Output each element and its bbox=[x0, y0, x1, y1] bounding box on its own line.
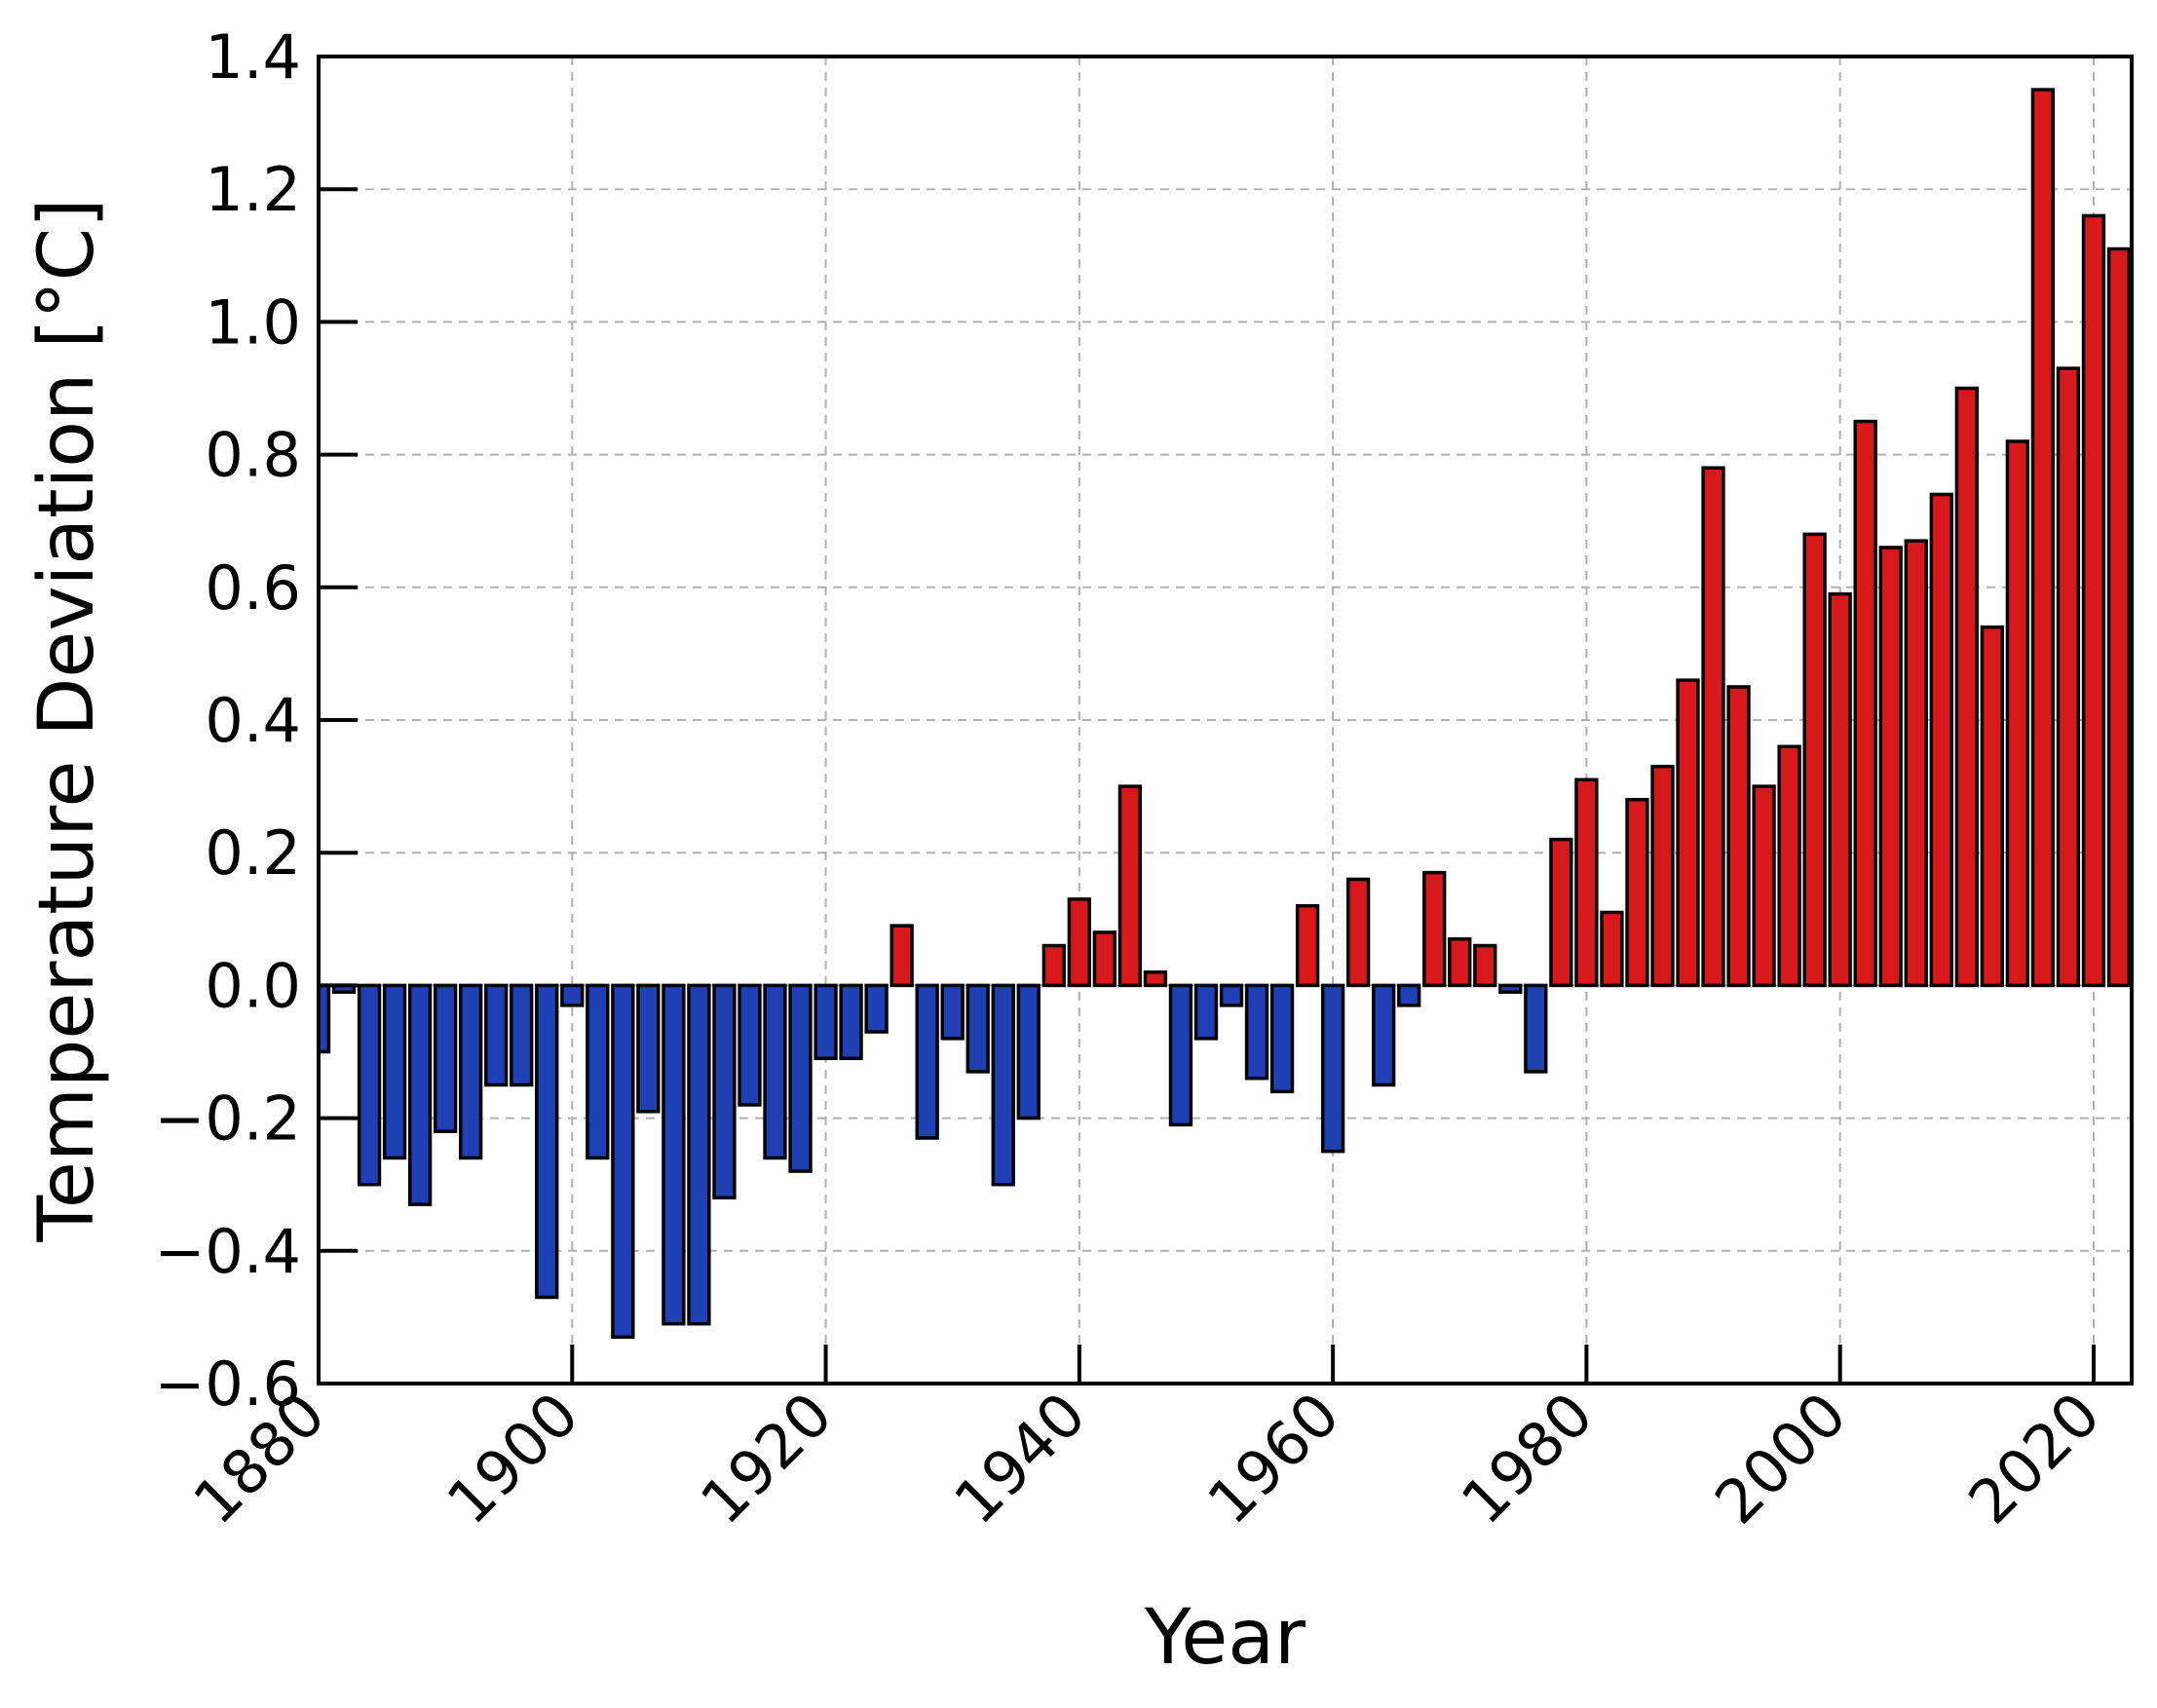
x-tick-label: 2020 bbox=[1954, 1379, 2113, 1537]
bar-2004 bbox=[1878, 546, 1903, 988]
bar-1938 bbox=[1041, 943, 1066, 988]
y-axis-label: Temperature Deviation [°C] bbox=[23, 198, 111, 1242]
y-tick-label: 0.2 bbox=[205, 817, 301, 889]
bar-1998 bbox=[1802, 532, 1827, 988]
bar-1916 bbox=[763, 983, 787, 1160]
bar-2010 bbox=[1954, 386, 1979, 988]
y-tick-label: 1.0 bbox=[205, 286, 301, 358]
bar-2016 bbox=[2030, 88, 2056, 988]
bar-2022 bbox=[2106, 247, 2132, 988]
bar-1952 bbox=[1219, 983, 1244, 1007]
bar-1948 bbox=[1168, 983, 1193, 1127]
x-tick-label: 1980 bbox=[1448, 1379, 1607, 1537]
bar-2008 bbox=[1929, 492, 1953, 988]
bar-1964 bbox=[1372, 983, 1396, 1087]
bar-1930 bbox=[940, 983, 965, 1041]
bar-1904 bbox=[611, 983, 635, 1340]
bars bbox=[317, 88, 2132, 1340]
bar-2014 bbox=[2005, 439, 2030, 988]
bar-1990 bbox=[1701, 466, 1725, 988]
bar-1956 bbox=[1269, 983, 1295, 1094]
bar-1928 bbox=[915, 983, 939, 1140]
bar-1886 bbox=[382, 983, 407, 1160]
x-tick-label: 1940 bbox=[940, 1379, 1099, 1537]
bar-1968 bbox=[1422, 870, 1447, 988]
bar-2002 bbox=[1853, 419, 1877, 988]
bar-1884 bbox=[357, 983, 382, 1187]
x-tick-labels: 1880 1900 1920 1940 1960 1980 2000 2020 bbox=[179, 1379, 2113, 1537]
bar-1898 bbox=[535, 983, 559, 1300]
bar-1976 bbox=[1524, 983, 1548, 1074]
y-tick-label: −0.6 bbox=[154, 1348, 301, 1420]
bar-1980 bbox=[1574, 778, 1599, 988]
bar-1906 bbox=[636, 983, 661, 1114]
x-tick-label: 1920 bbox=[687, 1379, 846, 1537]
bar-1890 bbox=[433, 983, 458, 1133]
bar-1900 bbox=[560, 983, 585, 1007]
bar-1962 bbox=[1345, 877, 1371, 988]
bar-2020 bbox=[2081, 213, 2106, 988]
bar-1936 bbox=[1016, 983, 1041, 1120]
bar-1978 bbox=[1549, 837, 1573, 988]
x-axis-label: Year bbox=[1144, 1594, 1306, 1682]
bar-2012 bbox=[1980, 625, 2005, 988]
bar-1926 bbox=[889, 924, 914, 988]
bar-1996 bbox=[1777, 744, 1801, 988]
x-tick-label: 1960 bbox=[1194, 1379, 1353, 1537]
bar-1986 bbox=[1650, 764, 1675, 988]
bar-1922 bbox=[839, 983, 863, 1061]
bar-1944 bbox=[1117, 784, 1143, 988]
bar-2000 bbox=[1828, 591, 1852, 988]
bar-1912 bbox=[712, 983, 737, 1200]
y-tick-label: −0.4 bbox=[154, 1216, 301, 1287]
bar-1988 bbox=[1676, 678, 1700, 988]
bar-1958 bbox=[1295, 903, 1320, 988]
ticks bbox=[317, 55, 2096, 1385]
x-tick-label: 2000 bbox=[1701, 1379, 1860, 1537]
bar-1918 bbox=[788, 983, 813, 1173]
bar-1892 bbox=[459, 983, 483, 1160]
bar-1932 bbox=[965, 983, 990, 1074]
y-tick-label: 0.0 bbox=[205, 950, 301, 1021]
bar-1992 bbox=[1726, 685, 1751, 988]
bar-1982 bbox=[1600, 910, 1624, 988]
bar-1954 bbox=[1244, 983, 1269, 1081]
bar-1994 bbox=[1752, 784, 1776, 988]
bar-1924 bbox=[864, 983, 889, 1034]
bar-1970 bbox=[1448, 936, 1472, 988]
bar-1974 bbox=[1498, 983, 1523, 994]
y-tick-label: 0.8 bbox=[205, 420, 301, 491]
y-tick-label: 1.2 bbox=[205, 154, 301, 225]
y-tick-label: 0.6 bbox=[205, 552, 301, 624]
bar-2006 bbox=[1904, 539, 1928, 988]
bar-1902 bbox=[586, 983, 610, 1160]
bar-1966 bbox=[1397, 983, 1421, 1007]
bar-1896 bbox=[510, 983, 534, 1087]
y-tick-label: 1.4 bbox=[205, 21, 301, 93]
bar-1950 bbox=[1193, 983, 1219, 1041]
bar-1910 bbox=[687, 983, 711, 1326]
bar-1920 bbox=[814, 983, 838, 1061]
bar-1888 bbox=[407, 983, 433, 1206]
bar-1942 bbox=[1092, 930, 1117, 988]
bar-1908 bbox=[662, 983, 686, 1326]
bar-1934 bbox=[991, 983, 1015, 1187]
bar-1894 bbox=[484, 983, 509, 1087]
bar-1984 bbox=[1625, 797, 1649, 988]
bar-1946 bbox=[1143, 970, 1168, 988]
bar-1914 bbox=[738, 983, 762, 1107]
bar-2018 bbox=[2056, 366, 2081, 988]
bar-1960 bbox=[1320, 983, 1345, 1154]
bar-1972 bbox=[1473, 943, 1497, 988]
y-tick-labels: −0.6 −0.4 −0.2 0.0 0.2 0.4 0.6 0.8 1.0 1.2 1.4 bbox=[154, 21, 301, 1420]
x-tick-label: 1900 bbox=[434, 1379, 592, 1537]
bar-1940 bbox=[1067, 897, 1092, 988]
y-tick-label: −0.2 bbox=[154, 1083, 301, 1155]
y-tick-label: 0.4 bbox=[205, 685, 301, 756]
